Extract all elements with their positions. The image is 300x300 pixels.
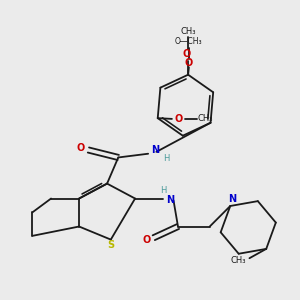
- Text: O: O: [142, 235, 150, 244]
- Text: O: O: [174, 114, 182, 124]
- Text: O: O: [183, 49, 191, 59]
- Text: CH₃: CH₃: [198, 114, 213, 123]
- Text: O—CH₃: O—CH₃: [175, 38, 203, 46]
- Text: S: S: [107, 240, 114, 250]
- Text: CH₃: CH₃: [180, 27, 196, 36]
- Text: N: N: [228, 194, 236, 204]
- Text: H: H: [163, 154, 169, 163]
- Text: N: N: [167, 195, 175, 206]
- Text: CH₃: CH₃: [230, 256, 246, 265]
- Text: O: O: [76, 143, 84, 153]
- Text: H: H: [160, 186, 166, 195]
- Text: O: O: [185, 58, 193, 68]
- Text: N: N: [151, 145, 159, 155]
